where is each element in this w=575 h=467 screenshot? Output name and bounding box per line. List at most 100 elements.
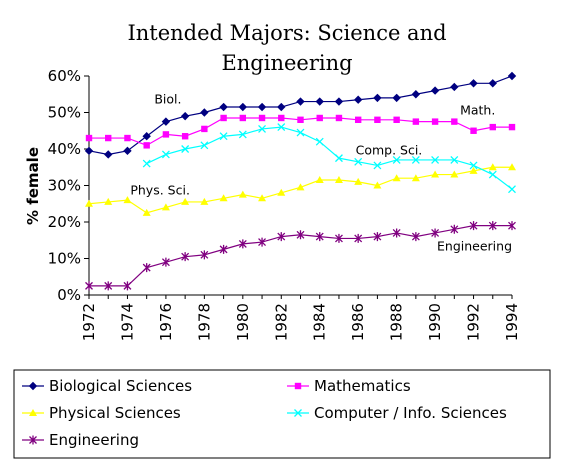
data-point	[238, 239, 247, 249]
legend-entry: Biological Sciences	[22, 377, 192, 395]
x-tick-label: 1994	[503, 303, 521, 341]
data-point	[258, 114, 266, 122]
legend-box	[13, 369, 551, 459]
data-point	[238, 190, 247, 198]
data-point	[334, 154, 343, 163]
data-point	[508, 123, 516, 131]
legend-entry: Engineering	[22, 431, 139, 449]
data-point	[258, 124, 267, 133]
data-point	[200, 108, 209, 117]
data-point	[238, 130, 247, 139]
series-annotation: Phys. Sci.	[130, 183, 190, 198]
data-point	[123, 281, 132, 291]
x-tick-label: 1974	[118, 303, 136, 341]
x-tick-label: 1982	[272, 303, 290, 341]
data-point	[219, 132, 228, 141]
data-point	[104, 197, 113, 205]
data-point	[392, 93, 401, 103]
data-point	[85, 199, 93, 207]
series-annotation: Engineering	[437, 238, 512, 253]
data-point	[143, 142, 150, 149]
data-point	[200, 250, 209, 260]
legend-entry: Computer / Info. Sciences	[287, 404, 507, 422]
data-point	[354, 177, 363, 185]
data-point	[200, 197, 209, 205]
data-point	[142, 263, 151, 273]
chart-title-line-1: Intended Majors: Science and	[127, 21, 446, 45]
data-point	[296, 128, 305, 137]
legend-swatch-marker	[29, 409, 37, 416]
data-point	[104, 150, 113, 159]
data-point	[488, 79, 497, 88]
data-point	[470, 127, 477, 134]
data-point	[181, 145, 190, 153]
data-point	[411, 90, 421, 99]
data-point	[219, 194, 228, 202]
data-point	[277, 188, 286, 196]
data-point	[354, 116, 362, 123]
y-tick-label: 30%	[48, 177, 81, 195]
data-point	[354, 157, 363, 166]
y-tick-label: 10%	[48, 250, 81, 268]
data-point	[142, 208, 151, 216]
data-point	[162, 131, 170, 138]
data-point	[181, 252, 190, 262]
legend-label: Mathematics	[314, 377, 411, 395]
data-point	[123, 196, 132, 204]
data-point	[334, 97, 344, 106]
data-point	[124, 134, 131, 142]
data-point	[392, 174, 401, 182]
data-point	[181, 133, 189, 140]
legend-label: Engineering	[49, 431, 139, 449]
data-point	[431, 170, 440, 178]
data-point	[315, 232, 324, 242]
data-point	[507, 71, 517, 81]
data-point	[469, 221, 478, 231]
data-point	[392, 228, 401, 238]
data-point	[335, 114, 343, 122]
data-point	[277, 123, 286, 132]
data-point	[450, 224, 459, 234]
legend-swatch-marker	[294, 382, 302, 390]
data-point	[315, 137, 324, 146]
series-physical-sciences	[85, 163, 516, 216]
series-annotation: Comp. Sci.	[356, 142, 423, 157]
legend: Biological Sciences Mathematics Physical S…	[13, 369, 551, 459]
data-point	[450, 155, 459, 164]
data-point	[296, 97, 305, 106]
data-point	[450, 170, 459, 178]
data-point	[85, 134, 93, 142]
series-line	[146, 126, 513, 190]
data-point	[161, 203, 170, 211]
data-point	[201, 125, 208, 133]
legend-entry: Mathematics	[287, 377, 411, 395]
data-point	[161, 150, 170, 159]
data-point	[411, 174, 420, 182]
data-point	[431, 155, 440, 164]
data-point	[200, 141, 209, 150]
series-annotation: Math.	[460, 102, 495, 117]
data-point	[180, 111, 190, 121]
data-point	[393, 116, 400, 123]
legend-swatch-marker	[29, 435, 37, 445]
x-tick-label: 1980	[234, 303, 252, 341]
data-point	[238, 102, 248, 112]
data-point	[373, 93, 382, 103]
data-point	[296, 230, 305, 240]
data-point	[142, 132, 151, 141]
y-tick-label: 0%	[57, 286, 81, 304]
data-point	[161, 117, 171, 126]
data-point	[239, 114, 247, 122]
y-tick-label: 60%	[48, 67, 81, 85]
data-point	[373, 181, 382, 189]
legend-swatch-marker	[294, 409, 302, 417]
legend-label: Physical Sciences	[49, 404, 181, 422]
series-engineering	[85, 221, 516, 291]
data-point	[334, 176, 343, 184]
data-point	[316, 114, 323, 122]
series-annotation: Biol.	[154, 91, 181, 106]
data-point	[219, 102, 228, 112]
data-point	[412, 118, 420, 125]
data-point	[84, 146, 94, 156]
